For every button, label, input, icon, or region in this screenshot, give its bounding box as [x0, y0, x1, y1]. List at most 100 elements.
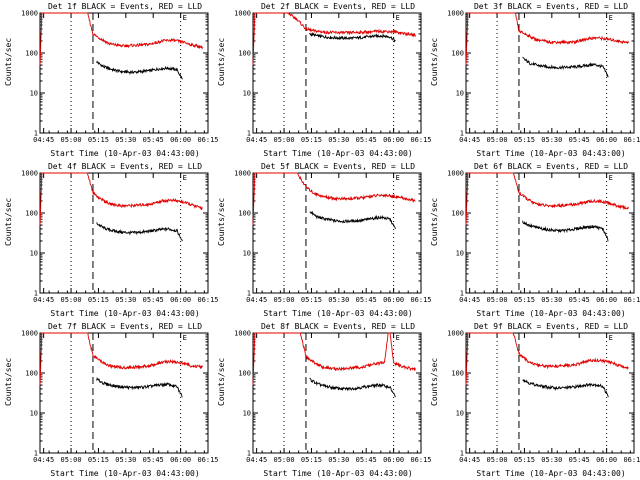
- y-tick-label: 100: [238, 50, 251, 58]
- plot-frame: [252, 172, 422, 294]
- chart-svg: 1 10 100 1000 04:45 05:00 05:15 05:30 05:45 06:00…: [21, 330, 218, 465]
- x-tick-label: 06:15: [623, 136, 640, 144]
- panel-title: Det 4f BLACK = Events, RED = LLD: [47, 162, 203, 171]
- panel-title: Det 9f BLACK = Events, RED = LLD: [473, 322, 629, 331]
- x-tick-label: 06:00: [170, 136, 191, 144]
- x-axis-label: Start Time (10-Apr-03 04:43:00): [50, 149, 200, 158]
- lld-series-line: [465, 172, 629, 226]
- x-tick-label: 06:15: [410, 456, 431, 464]
- x-tick-label: 06:15: [410, 136, 431, 144]
- x-tick-label: 05:15: [88, 136, 109, 144]
- x-tick-label: 05:00: [487, 456, 508, 464]
- x-tick-label: 04:45: [459, 296, 480, 304]
- y-axis-label: Counts/sec: [217, 357, 226, 406]
- lld-series-line: [252, 332, 416, 386]
- chart-svg: 1 10 100 1000 04:45 05:00 05:15 05:30 05:45 06:00…: [21, 10, 218, 145]
- y-axis-label: Counts/sec: [217, 37, 226, 86]
- x-tick-label: 05:00: [274, 296, 295, 304]
- x-tick-label: 06:00: [383, 456, 404, 464]
- x-tick-label: 05:00: [274, 456, 295, 464]
- x-tick-label: 06:00: [596, 136, 617, 144]
- x-tick-label: 05:45: [569, 136, 590, 144]
- y-tick-label: 10: [243, 410, 251, 418]
- y-tick-label: 1: [247, 450, 251, 458]
- x-tick-label: 05:30: [541, 136, 562, 144]
- chart-svg: 1 10 100 1000 04:45 05:00 05:15 05:30 05:45 06:00…: [234, 330, 431, 465]
- panel-title: Det 8f BLACK = Events, RED = LLD: [260, 322, 416, 331]
- x-axis-label: Start Time (10-Apr-03 04:43:00): [263, 149, 413, 158]
- events-series-line: [309, 31, 396, 43]
- x-tick-label: 06:15: [197, 296, 218, 304]
- x-tick-label: 06:00: [170, 456, 191, 464]
- x-tick-label: 06:00: [170, 296, 191, 304]
- chart-svg: 1 10 100 1000 04:45 05:00 05:15 05:30 05:45 06:00…: [21, 170, 218, 305]
- x-tick-label: 04:45: [459, 456, 480, 464]
- end-label: E: [396, 174, 400, 182]
- x-tick-label: 05:30: [115, 456, 136, 464]
- lld-series-line: [39, 172, 203, 226]
- x-tick-label: 05:00: [61, 456, 82, 464]
- lld-series-line: [465, 12, 629, 66]
- panel-title: Det 1f BLACK = Events, RED = LLD: [47, 2, 203, 11]
- x-tick-label: 05:00: [274, 136, 295, 144]
- x-tick-label: 04:45: [33, 136, 54, 144]
- x-axis-label: Start Time (10-Apr-03 04:43:00): [263, 309, 413, 318]
- plot-frame: [252, 332, 422, 454]
- x-tick-label: 05:45: [143, 456, 164, 464]
- x-tick-label: 05:15: [301, 136, 322, 144]
- events-series-line: [96, 377, 183, 398]
- y-tick-label: 100: [238, 370, 251, 378]
- x-tick-label: 05:45: [356, 296, 377, 304]
- x-tick-label: 05:15: [514, 136, 535, 144]
- events-series-line: [309, 210, 396, 230]
- x-tick-label: 06:00: [596, 296, 617, 304]
- x-tick-label: 04:45: [33, 456, 54, 464]
- x-tick-label: 05:15: [88, 456, 109, 464]
- x-tick-label: 05:45: [569, 296, 590, 304]
- y-tick-label: 1000: [21, 330, 38, 338]
- x-tick-label: 04:45: [459, 136, 480, 144]
- y-tick-label: 10: [456, 250, 464, 258]
- x-tick-label: 05:30: [328, 296, 349, 304]
- x-tick-label: 06:15: [623, 296, 640, 304]
- detector-panel: 1 10 100 1000 04:45 05:00 05:15 05:30 05:45 06:00…: [426, 160, 640, 320]
- end-label: E: [183, 174, 187, 182]
- x-tick-label: 06:00: [383, 136, 404, 144]
- events-series-line: [309, 377, 396, 398]
- x-tick-label: 05:00: [61, 136, 82, 144]
- y-tick-label: 100: [238, 210, 251, 218]
- x-tick-label: 06:00: [383, 296, 404, 304]
- y-tick-label: 1000: [234, 330, 251, 338]
- end-label: E: [609, 174, 613, 182]
- plot-frame: [39, 332, 209, 454]
- y-tick-label: 1000: [21, 170, 38, 178]
- y-tick-label: 100: [451, 50, 464, 58]
- events-series-line: [522, 56, 609, 78]
- chart-svg: 1 10 100 1000 04:45 05:00 05:15 05:30 05:45 06:00…: [447, 330, 640, 465]
- y-tick-label: 1000: [234, 170, 251, 178]
- y-tick-label: 100: [25, 370, 38, 378]
- chart-svg: 1 10 100 1000 04:45 05:00 05:15 05:30 05:45 06:00…: [234, 10, 431, 145]
- x-tick-label: 05:00: [61, 296, 82, 304]
- y-tick-label: 1: [34, 290, 38, 298]
- y-tick-label: 1: [460, 450, 464, 458]
- y-tick-label: 10: [456, 90, 464, 98]
- y-tick-label: 10: [30, 90, 38, 98]
- chart-svg: 1 10 100 1000 04:45 05:00 05:15 05:30 05:45 06:00…: [447, 10, 640, 145]
- end-label: E: [396, 14, 400, 22]
- y-tick-label: 1: [460, 130, 464, 138]
- end-label: E: [609, 334, 613, 342]
- x-axis-label: Start Time (10-Apr-03 04:43:00): [476, 149, 626, 158]
- lld-series-line: [252, 172, 416, 226]
- y-tick-label: 10: [243, 250, 251, 258]
- y-tick-label: 1000: [447, 10, 464, 18]
- x-axis-label: Start Time (10-Apr-03 04:43:00): [50, 309, 200, 318]
- events-series-line: [522, 220, 609, 242]
- panel-title: Det 5f BLACK = Events, RED = LLD: [260, 162, 416, 171]
- events-series-line: [522, 379, 609, 398]
- y-tick-label: 100: [25, 210, 38, 218]
- x-tick-label: 05:00: [487, 136, 508, 144]
- end-label: E: [609, 14, 613, 22]
- x-tick-label: 06:15: [410, 296, 431, 304]
- y-tick-label: 1000: [234, 10, 251, 18]
